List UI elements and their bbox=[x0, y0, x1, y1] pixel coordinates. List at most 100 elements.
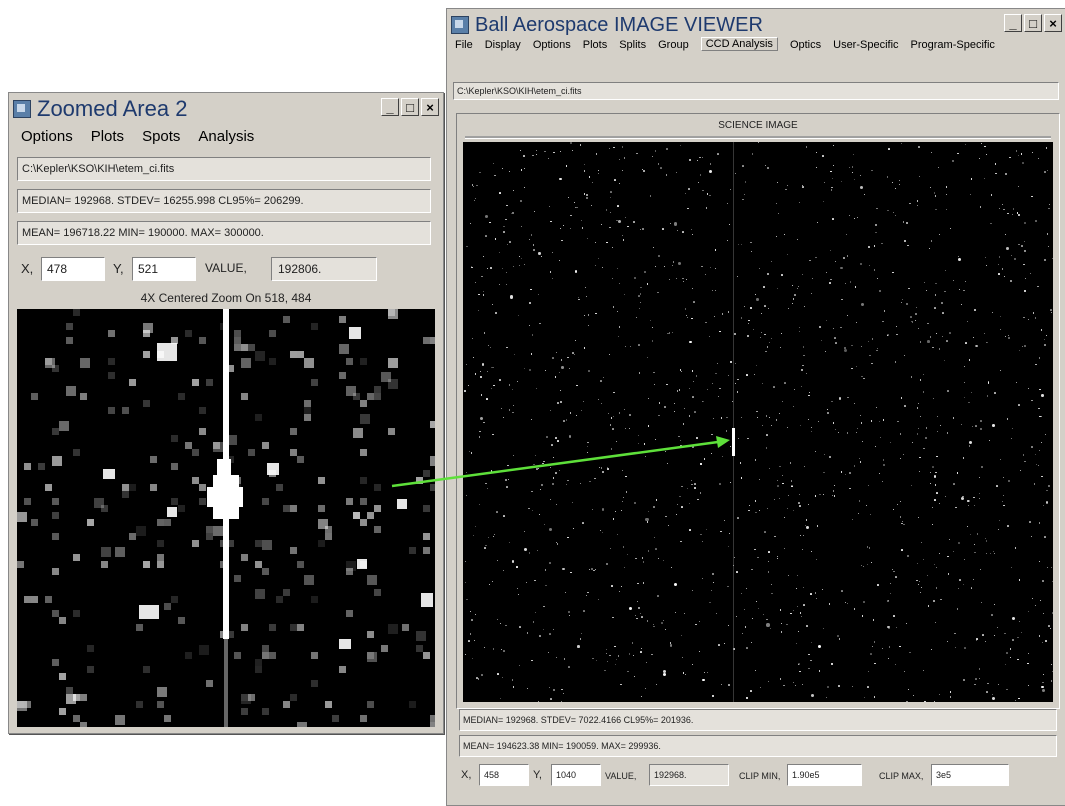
menu-splits[interactable]: Splits bbox=[619, 39, 646, 51]
star-point bbox=[559, 372, 560, 373]
star-point bbox=[854, 179, 855, 180]
maximize-icon[interactable]: □ bbox=[1024, 14, 1042, 32]
menu-analysis[interactable]: Analysis bbox=[198, 128, 254, 145]
science-image[interactable] bbox=[463, 142, 1053, 702]
clip-min-input[interactable]: 1.90e5 bbox=[787, 764, 862, 786]
star-point bbox=[847, 315, 848, 316]
star-point bbox=[710, 163, 711, 164]
star-point bbox=[780, 609, 782, 611]
close-icon[interactable]: × bbox=[421, 98, 439, 116]
star-point bbox=[889, 646, 891, 648]
maximize-icon[interactable]: □ bbox=[401, 98, 419, 116]
star-point bbox=[939, 348, 941, 350]
star-point bbox=[771, 338, 772, 339]
star-point bbox=[699, 621, 700, 622]
star-point bbox=[506, 205, 508, 207]
star-point bbox=[1045, 434, 1046, 435]
star-point bbox=[638, 607, 641, 610]
star-point bbox=[767, 346, 768, 347]
zoom-pixel bbox=[143, 351, 150, 358]
zoom-y-input[interactable]: 521 bbox=[132, 257, 196, 281]
star-point bbox=[608, 413, 609, 414]
star-point bbox=[675, 612, 676, 613]
zoom-x-input[interactable]: 478 bbox=[41, 257, 105, 281]
star-point bbox=[663, 620, 664, 621]
star-point bbox=[724, 520, 725, 521]
star-point bbox=[796, 643, 797, 644]
menu-user-specific[interactable]: User-Specific bbox=[833, 39, 898, 51]
zoom-pixel bbox=[318, 540, 325, 547]
star-point bbox=[703, 401, 704, 402]
close-icon[interactable]: × bbox=[1044, 14, 1062, 32]
menu-options[interactable]: Options bbox=[533, 39, 571, 51]
star-point bbox=[616, 659, 617, 660]
viewer-window-title: Ball Aerospace IMAGE VIEWER bbox=[475, 14, 763, 37]
menu-group[interactable]: Group bbox=[658, 39, 689, 51]
star-point bbox=[562, 568, 564, 570]
app-icon[interactable] bbox=[13, 100, 31, 118]
star-point bbox=[806, 146, 807, 147]
star-point bbox=[714, 316, 716, 318]
star-point bbox=[615, 511, 616, 512]
zoom-pixel bbox=[122, 491, 129, 498]
star-point bbox=[610, 197, 611, 198]
star-point bbox=[1039, 389, 1041, 391]
star-point bbox=[619, 326, 620, 327]
star-point bbox=[553, 152, 554, 153]
star-point bbox=[798, 663, 800, 665]
star-point bbox=[473, 186, 474, 187]
star-point bbox=[636, 317, 637, 318]
star-point bbox=[517, 588, 518, 589]
star-point bbox=[524, 168, 525, 169]
star-point bbox=[606, 563, 608, 565]
star-point bbox=[595, 313, 597, 315]
menu-spots[interactable]: Spots bbox=[142, 128, 180, 145]
zoom-pixel bbox=[178, 505, 185, 512]
minimize-icon[interactable]: _ bbox=[381, 98, 399, 116]
star-point bbox=[868, 671, 869, 672]
star-point bbox=[492, 581, 494, 583]
star-point bbox=[697, 499, 698, 500]
star-point bbox=[535, 455, 537, 457]
star-point bbox=[736, 571, 738, 573]
viewer-x-input[interactable]: 458 bbox=[479, 764, 529, 786]
zoom-pixel bbox=[374, 526, 381, 533]
star-point bbox=[784, 234, 785, 235]
zoom-pixel bbox=[66, 694, 76, 704]
star-point bbox=[493, 385, 494, 386]
star-point bbox=[657, 292, 658, 293]
viewer-title-bar[interactable]: Ball Aerospace IMAGE VIEWER _ □ × bbox=[451, 13, 1062, 37]
app-icon[interactable] bbox=[451, 16, 469, 34]
star-point bbox=[568, 611, 570, 613]
star-point bbox=[621, 510, 622, 511]
star-point bbox=[845, 602, 846, 603]
menu-program-specific[interactable]: Program-Specific bbox=[911, 39, 995, 51]
star-point bbox=[717, 363, 718, 364]
star-point bbox=[505, 479, 507, 481]
menu-plots[interactable]: Plots bbox=[91, 128, 124, 145]
star-point bbox=[1002, 501, 1003, 502]
star-point bbox=[771, 425, 772, 426]
star-point bbox=[1003, 209, 1004, 210]
star-point bbox=[803, 587, 805, 589]
menu-optics[interactable]: Optics bbox=[790, 39, 821, 51]
zoom-title-bar[interactable]: Zoomed Area 2 _ □ × bbox=[13, 97, 439, 121]
star-point bbox=[756, 298, 759, 301]
menu-options[interactable]: Options bbox=[21, 128, 73, 145]
zoom-image[interactable] bbox=[17, 309, 435, 727]
star-point bbox=[895, 361, 897, 363]
menu-plots[interactable]: Plots bbox=[583, 39, 607, 51]
star-point bbox=[529, 325, 530, 326]
menu-ccd-analysis[interactable]: CCD Analysis bbox=[701, 37, 778, 51]
clip-max-input[interactable]: 3e5 bbox=[931, 764, 1009, 786]
menu-display[interactable]: Display bbox=[485, 39, 521, 51]
star-point bbox=[755, 670, 757, 672]
star-point bbox=[512, 212, 513, 213]
star-point bbox=[696, 375, 698, 377]
viewer-y-input[interactable]: 1040 bbox=[551, 764, 601, 786]
star-point bbox=[694, 411, 696, 413]
star-point bbox=[803, 604, 805, 606]
menu-file[interactable]: File bbox=[455, 39, 473, 51]
star-point bbox=[625, 428, 627, 430]
minimize-icon[interactable]: _ bbox=[1004, 14, 1022, 32]
